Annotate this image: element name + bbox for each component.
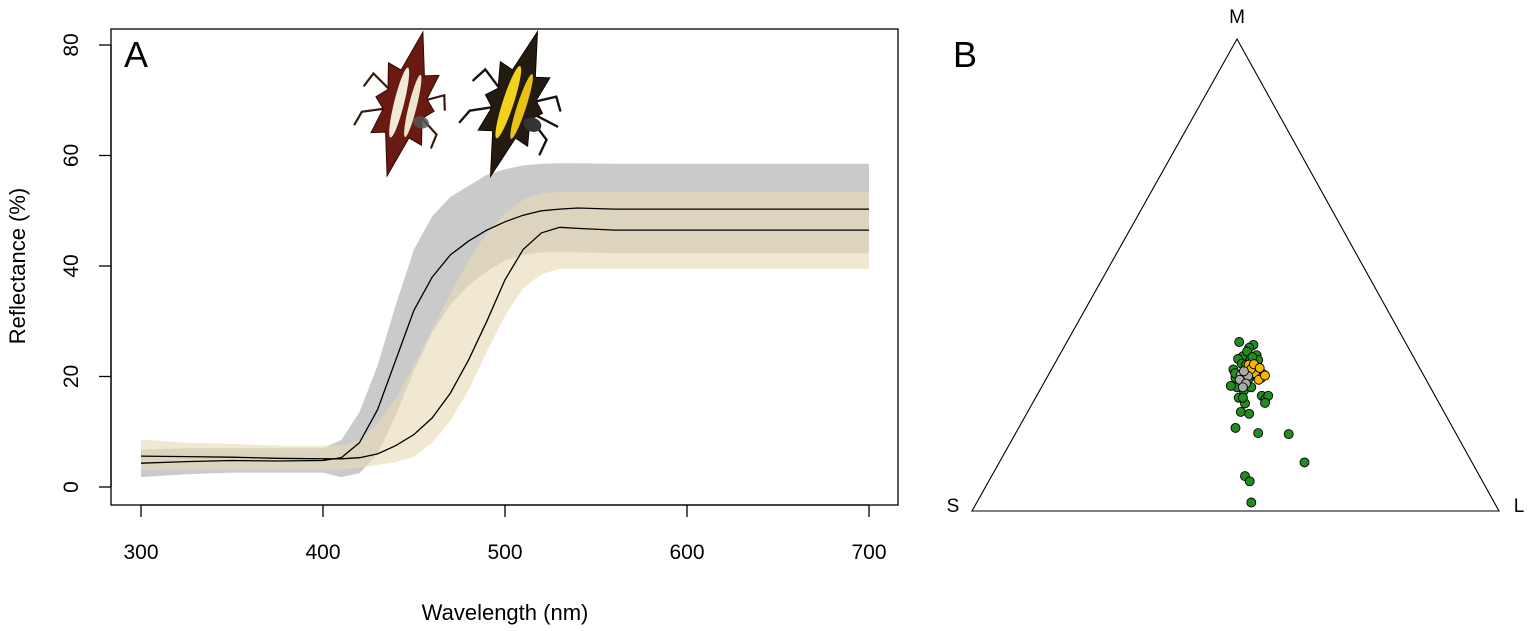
y-tick-label: 0 [60, 481, 83, 493]
vertex-label-m: M [1229, 7, 1245, 28]
y-tick-label: 60 [60, 144, 83, 167]
x-axis-title: Wavelength (nm) [422, 600, 589, 625]
panel-b-letter: B [953, 34, 977, 75]
ternary-point-series-1 [1253, 428, 1264, 439]
ternary-point-series-2 [1254, 363, 1265, 373]
panel-a-lines [140, 207, 869, 464]
spider-illustration-white [353, 30, 446, 178]
ternary-point-series-1 [1283, 429, 1294, 440]
panel-a: 300 400 500 600 700 0 20 40 60 80 A Wavelength (… [5, 28, 899, 625]
ternary-point-series-1 [1246, 497, 1257, 508]
ternary-point-series-1 [1237, 392, 1248, 403]
ternary-point-series-1 [1260, 397, 1270, 408]
ternary-point-series-3 [1238, 366, 1249, 377]
y-tick-label: 20 [60, 365, 83, 388]
ternary-point-series-1 [1244, 408, 1255, 419]
panel-a-letter: A [124, 34, 148, 75]
vertex-label-s: S [947, 496, 960, 517]
panel-a-x-axis: 300 400 500 600 700 [123, 504, 887, 564]
y-tick-label: 80 [60, 33, 83, 56]
ternary-points [1225, 337, 1310, 508]
x-tick-label: 400 [305, 541, 340, 564]
ternary-point-series-1 [1244, 476, 1255, 487]
vertex-label-l: L [1514, 496, 1525, 517]
x-tick-label: 700 [851, 541, 886, 564]
x-tick-label: 300 [123, 541, 158, 564]
y-tick-label: 40 [60, 254, 83, 277]
ternary-point-series-1 [1225, 380, 1236, 391]
y-axis-title: Reflectance (%) [5, 188, 30, 345]
x-tick-label: 500 [487, 541, 522, 564]
panel-a-bands [141, 163, 869, 478]
band-series-2 [141, 192, 869, 471]
spider-illustration-yellow [458, 29, 562, 179]
ternary-triangle [971, 37, 1500, 512]
mean-line-series-1 [140, 207, 869, 464]
mean-line-series-2 [140, 226, 869, 460]
ternary-point-series-1 [1230, 422, 1241, 433]
panel-b: B M S L [947, 7, 1525, 517]
ternary-point-series-2 [1260, 370, 1270, 381]
ternary-point-series-1 [1299, 457, 1310, 468]
ternary-point-series-1 [1235, 406, 1246, 417]
panel-a-y-axis: 0 20 40 60 80 [60, 33, 112, 493]
ternary-point-series-1 [1234, 337, 1245, 347]
x-tick-label: 600 [669, 541, 704, 564]
ternary-point-series-3 [1237, 382, 1248, 393]
